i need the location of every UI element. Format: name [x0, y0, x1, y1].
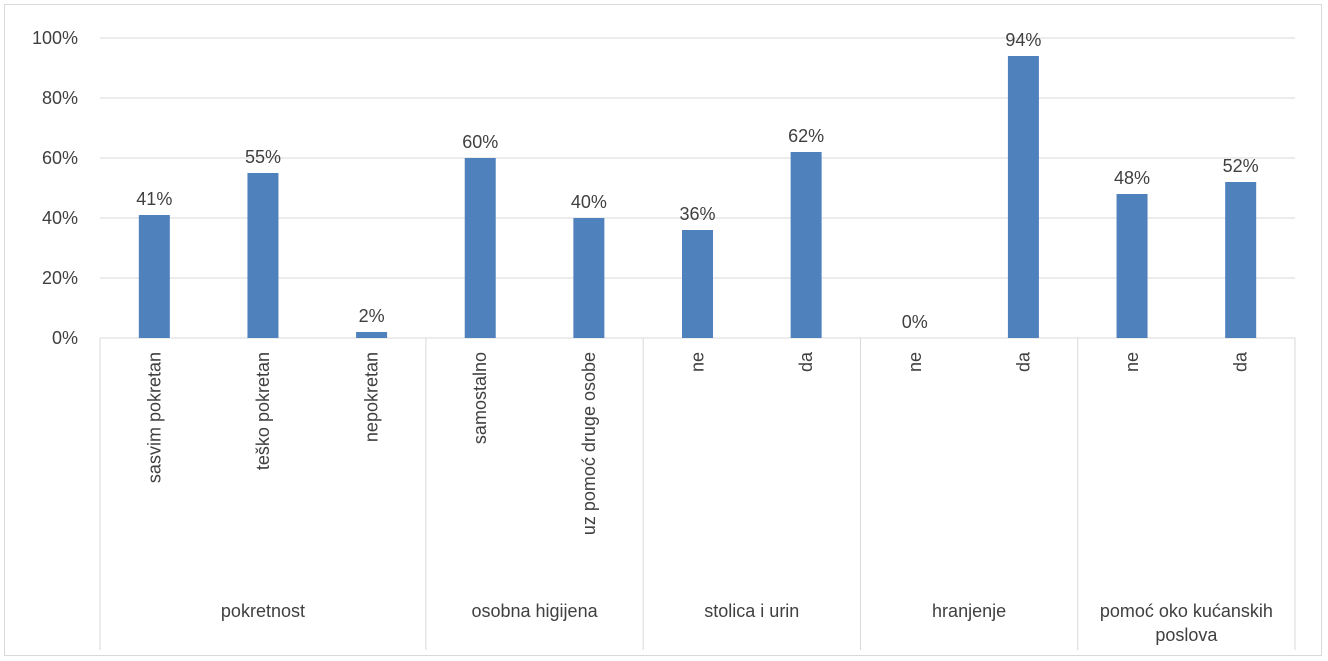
x-category-label: da	[1231, 351, 1251, 372]
x-category-label: samostalno	[470, 352, 490, 444]
data-label: 62%	[788, 126, 824, 146]
data-label: 48%	[1114, 168, 1150, 188]
data-label: 36%	[679, 204, 715, 224]
y-tick-label: 60%	[42, 148, 78, 168]
y-tick-label: 100%	[32, 28, 78, 48]
data-label: 52%	[1223, 156, 1259, 176]
x-category-label: ne	[1122, 352, 1142, 372]
data-label: 40%	[571, 192, 607, 212]
y-tick-label: 40%	[42, 208, 78, 228]
data-label: 60%	[462, 132, 498, 152]
x-group-label: osobna higijena	[471, 601, 598, 621]
x-category-label: teško pokretan	[253, 352, 273, 470]
bar	[790, 152, 822, 338]
x-category-label: nepokretan	[362, 352, 382, 442]
x-category-label: ne	[688, 352, 708, 372]
bar	[138, 215, 170, 338]
data-label: 41%	[136, 189, 172, 209]
bar	[247, 173, 279, 338]
bar	[1116, 194, 1148, 338]
chart-frame	[4, 4, 1322, 656]
x-group-label: pokretnost	[221, 601, 305, 621]
x-group-label: pomoć oko kućanskih	[1100, 601, 1273, 621]
bar	[1225, 182, 1257, 338]
data-label: 55%	[245, 147, 281, 167]
data-label: 0%	[902, 312, 928, 332]
y-tick-label: 20%	[42, 268, 78, 288]
x-category-label: sasvim pokretan	[144, 352, 164, 483]
x-category-label: ne	[905, 352, 925, 372]
bar	[1007, 56, 1039, 338]
bar	[682, 230, 713, 338]
y-tick-label: 0%	[52, 328, 78, 348]
bar	[464, 158, 496, 338]
y-tick-label: 80%	[42, 88, 78, 108]
bar	[356, 332, 388, 338]
x-category-label: uz pomoć druge osobe	[579, 352, 599, 535]
x-group-label: hranjenje	[932, 601, 1006, 621]
data-label: 2%	[359, 306, 385, 326]
data-label: 94%	[1005, 30, 1041, 50]
x-group-label: stolica i urin	[704, 601, 799, 621]
bar	[573, 218, 605, 338]
x-category-label: da	[796, 351, 816, 372]
x-category-label: da	[1013, 351, 1033, 372]
x-group-label: poslova	[1155, 625, 1218, 645]
